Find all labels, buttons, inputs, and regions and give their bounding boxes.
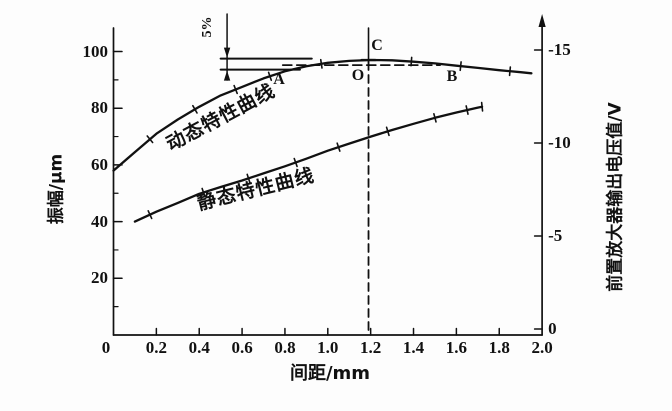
y-right-tick-label: -5 [548, 226, 563, 245]
x-tick-label: 1.0 [317, 338, 339, 357]
point-label-b: B [446, 68, 458, 85]
static-curve-hatch [385, 126, 390, 137]
point-label-o: O [351, 67, 365, 84]
static-curve [133, 105, 484, 223]
static-curve-hatch [480, 101, 484, 112]
x-tick-label: 0.8 [274, 338, 296, 357]
y-right-tick-label: -10 [548, 133, 571, 152]
y-right-axis-title: 前置放大器输出电压值/V [605, 102, 626, 292]
y-right-tick-label: 0 [548, 319, 557, 338]
dynamic-curve-hatch [146, 135, 154, 144]
x-tick-label: 0.2 [145, 338, 167, 357]
x-axis-title: 间距/mm [289, 363, 371, 384]
y-right-tick-label: -15 [548, 40, 571, 59]
point-label-c: C [371, 37, 383, 54]
static-curve-hatch [147, 210, 153, 220]
x-tick-label: 1.8 [488, 338, 510, 357]
band-arrow-up [223, 70, 231, 81]
dynamic-curve-hatch [192, 104, 198, 114]
y-left-tick-label: 60 [91, 154, 108, 174]
x-tick-label: 0.6 [231, 338, 253, 357]
x-tick-label: 0 [101, 338, 111, 357]
dynamic-curve-hatch [508, 66, 512, 77]
static-curve-hatch [433, 112, 437, 123]
x-tick-label: 1.2 [360, 338, 382, 357]
y-left-tick-label: 80 [91, 98, 108, 118]
band-arrow-down [223, 47, 231, 58]
y-left-tick-label: 20 [91, 268, 108, 288]
static-curve-hatch [246, 173, 251, 184]
point-label-a: A [273, 71, 285, 88]
x-tick-label: 1.4 [402, 338, 425, 357]
x-tick-label: 1.6 [445, 338, 467, 357]
dynamic-curve-hatch [319, 58, 323, 69]
y-left-tick-label: 100 [82, 41, 109, 61]
static-curve-hatch [336, 142, 341, 152]
y-left-tick-label: 40 [91, 211, 108, 231]
dynamic-curve-hatch [233, 84, 239, 95]
dynamic-curve-hatch [459, 61, 462, 72]
dynamic-curve-hatch [267, 71, 273, 82]
static-curve-hatch [293, 157, 298, 168]
x-tick-label: 2.0 [531, 338, 553, 357]
x-tick-label: 0.4 [188, 338, 210, 357]
static-curve-hatch [465, 105, 469, 115]
y-right-axis-arrow [538, 14, 546, 27]
static-curve-hatch [201, 187, 206, 198]
five-percent-band-label: 5% [200, 16, 215, 38]
dynamic-curve [112, 58, 533, 172]
